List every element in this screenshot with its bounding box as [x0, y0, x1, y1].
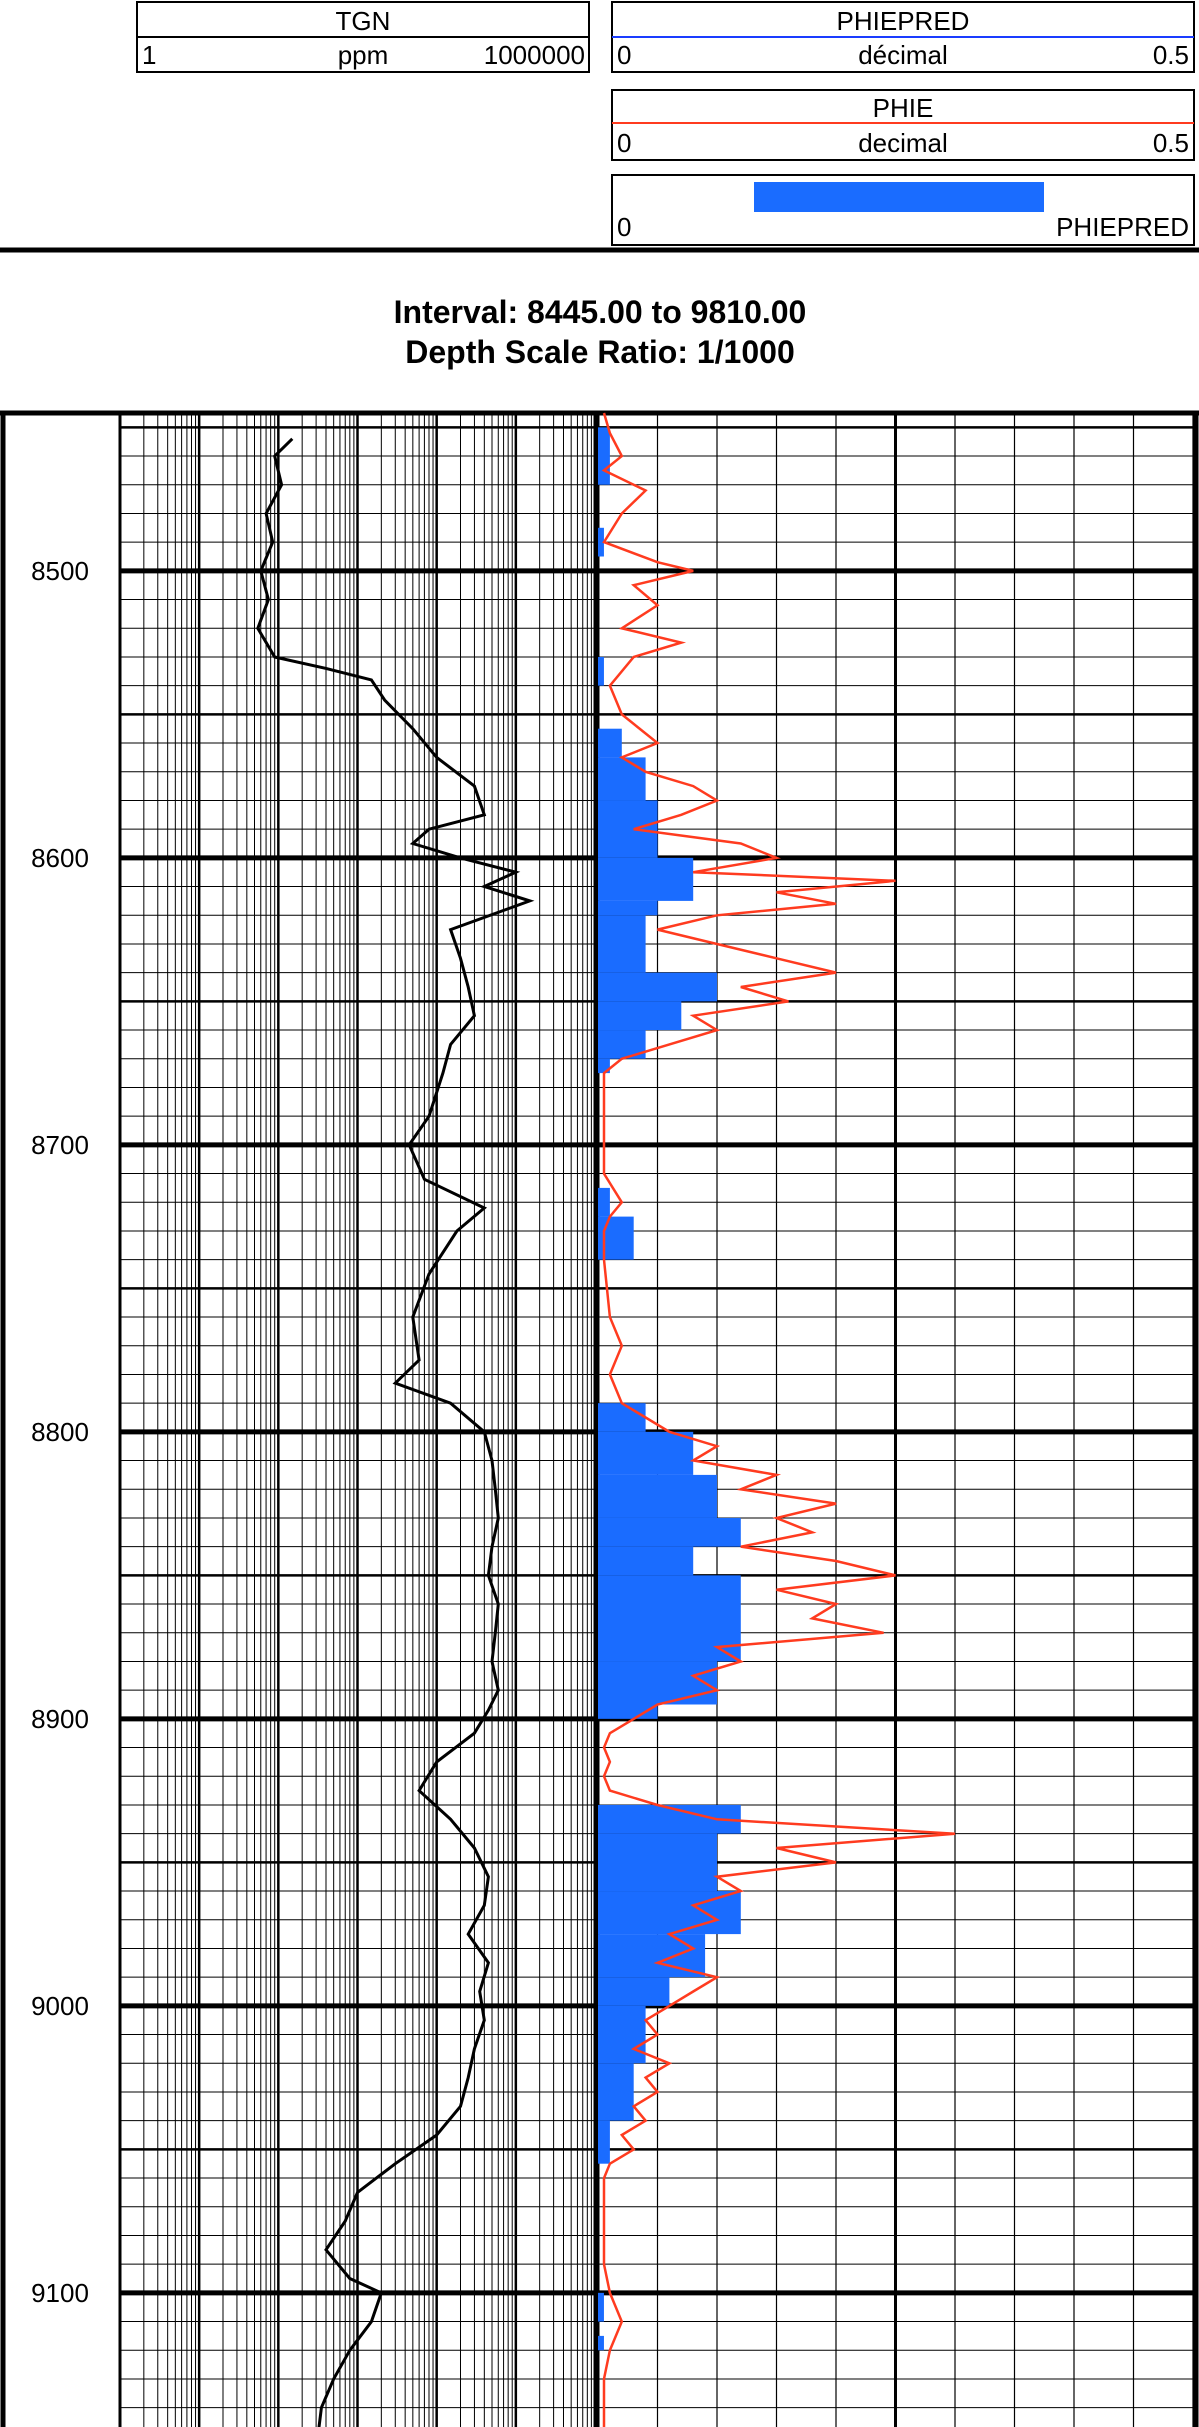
phiepred-block	[598, 2335, 604, 2351]
phie-max: 0.5	[1153, 128, 1189, 158]
phie-unit: decimal	[858, 128, 948, 158]
tgn-name: TGN	[336, 6, 391, 36]
fill-min: 0	[617, 212, 631, 242]
depth-tick-label: 9100	[31, 2278, 89, 2308]
phiepred-block	[598, 527, 604, 557]
phie-curve	[601, 412, 956, 2427]
phiepred-block	[598, 1546, 694, 1576]
phiepred-block	[598, 1517, 741, 1547]
phiepred-block	[598, 1187, 610, 1217]
phiepred-block	[598, 1431, 694, 1475]
interval-text: Interval: 8445.00 to 9810.00	[394, 294, 807, 330]
phiepred-name: PHIEPRED	[837, 6, 970, 36]
depth-tick-label: 9000	[31, 1991, 89, 2021]
phiepred-block	[598, 2292, 604, 2322]
phiepred-block	[598, 2005, 646, 2064]
phiepred-block	[598, 1704, 658, 1719]
tgn-unit: ppm	[338, 40, 389, 70]
phiepred-block	[598, 972, 717, 1002]
phiepred-block	[598, 1661, 717, 1705]
tgn-min: 1	[142, 40, 156, 70]
phiepred-max: 0.5	[1153, 40, 1189, 70]
phiepred-min: 0	[617, 40, 631, 70]
phiepred-block	[598, 1474, 717, 1518]
phiepred-fill-layer	[598, 427, 741, 2351]
phiepred-block	[598, 1833, 717, 1892]
phiepred-block	[598, 427, 610, 485]
phiepred-block	[598, 656, 604, 686]
depth-tick-label: 8600	[31, 843, 89, 873]
depth-tick-label: 8900	[31, 1704, 89, 1734]
phiepred-block	[598, 757, 646, 801]
phiepred-block	[598, 857, 694, 901]
phiepred-block	[598, 1403, 646, 1432]
phie-name: PHIE	[873, 93, 934, 123]
phiepred-block	[598, 728, 622, 758]
phiepred-unit: décimal	[858, 40, 948, 70]
phiepred-block	[598, 1001, 682, 1031]
phiepred-block	[598, 2063, 634, 2121]
depth-tick-label: 8500	[31, 556, 89, 586]
tgn-max: 1000000	[484, 40, 585, 70]
phiepred-block	[598, 2120, 610, 2164]
fill-swatch	[754, 182, 1044, 212]
depth-tick-labels: 8500 8600 8700 8800 8900 9000 9100	[31, 556, 89, 2308]
phiepred-block	[598, 915, 646, 973]
tgn-curve	[256, 437, 535, 2427]
fill-header: 0 PHIEPRED	[611, 174, 1195, 246]
curves-layer	[256, 412, 956, 2427]
phie-header: PHIE 0 decimal 0.5	[611, 89, 1195, 161]
phiepred-block	[598, 1977, 670, 2006]
phiepred-header: PHIEPRED 0 décimal 0.5	[611, 1, 1195, 73]
depth-tick-label: 8800	[31, 1417, 89, 1447]
phie-min: 0	[617, 128, 631, 158]
phiepred-block	[598, 800, 658, 858]
fill-label: PHIEPRED	[1056, 212, 1189, 242]
depth-scale-text: Depth Scale Ratio: 1/1000	[405, 334, 794, 370]
tgn-header: TGN 1 ppm 1000000	[136, 1, 590, 73]
phiepred-block	[598, 1058, 610, 1074]
depth-tick-label: 8700	[31, 1130, 89, 1160]
phiepred-block	[598, 900, 658, 916]
grid	[118, 413, 1194, 2427]
